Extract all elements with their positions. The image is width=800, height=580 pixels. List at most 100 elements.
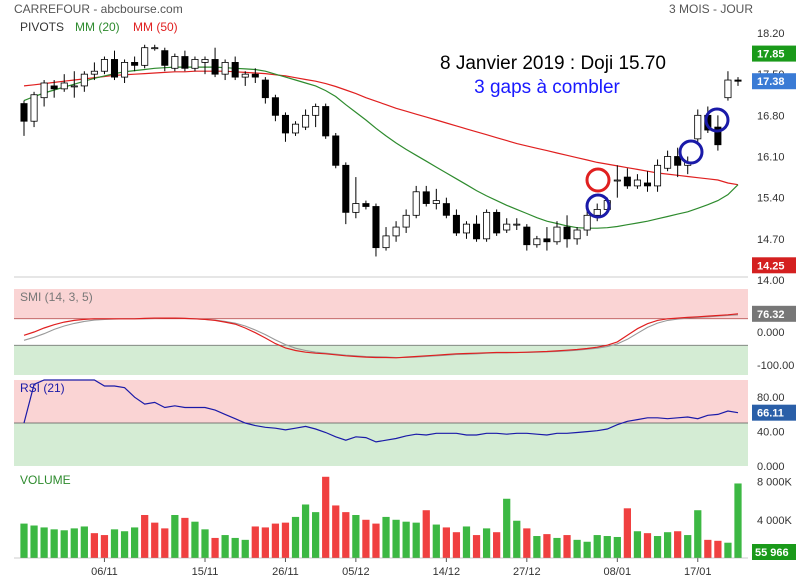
price-panel: 18.2017.5016.8016.1015.4014.7014.0017.85… <box>14 28 796 287</box>
candle-body <box>161 50 169 66</box>
candle-body <box>513 223 521 226</box>
volume-bar <box>503 498 511 558</box>
date-label: 14/12 <box>433 566 461 578</box>
last-price-badge-bg <box>752 73 796 90</box>
rsi-line <box>23 379 739 443</box>
candle-body <box>151 47 159 50</box>
volume-bar <box>553 537 561 558</box>
volume-value-badge: 55 966 <box>755 547 789 559</box>
volume-bar <box>130 527 139 558</box>
volume-bar <box>261 527 269 558</box>
candle-body <box>563 226 571 240</box>
candle-body <box>483 211 491 240</box>
date-label: 27/12 <box>513 566 541 578</box>
candle-body <box>322 106 330 137</box>
high-price-badge-bg <box>752 45 796 62</box>
rsi-title: RSI (21) <box>20 381 65 395</box>
smi-value-badge: 76.32 <box>757 309 785 321</box>
volume-bar <box>80 526 88 558</box>
candle-body <box>121 62 129 78</box>
candle-body <box>533 238 541 246</box>
volume-bar <box>633 531 642 558</box>
price-tick-label: 15.40 <box>757 193 785 205</box>
candle-body <box>191 59 199 69</box>
date-label: 06/11 <box>91 566 118 578</box>
candle-body <box>543 238 551 243</box>
volume-bar <box>191 521 199 558</box>
candle-body <box>503 223 511 231</box>
symbol-title: CARREFOUR - abcbourse.com <box>14 2 183 16</box>
volume-bar <box>151 522 159 558</box>
ma50-line <box>23 70 739 186</box>
candle-body <box>271 97 279 116</box>
volume-bar <box>653 536 662 558</box>
candle-body <box>312 106 320 116</box>
volume-bar <box>241 539 249 558</box>
candle-body <box>30 94 38 122</box>
candle-body <box>20 103 28 122</box>
volume-bar <box>442 527 450 558</box>
candle-body <box>694 114 702 140</box>
candle-body <box>623 176 631 187</box>
volume-bar <box>171 515 179 558</box>
volume-tick-label: 8 000K <box>757 477 793 489</box>
volume-bar <box>563 535 571 558</box>
candle-body <box>342 164 350 213</box>
candle-body <box>40 82 48 99</box>
candle-body <box>553 226 561 243</box>
volume-bar <box>251 526 259 558</box>
volume-bar <box>674 531 682 558</box>
ma50-legend: MM (50) <box>133 20 178 34</box>
candle-body <box>473 223 481 240</box>
volume-bar <box>392 519 400 558</box>
volume-tick-label: 4 000K <box>757 515 793 527</box>
candle-body <box>664 156 672 169</box>
volume-bar <box>583 541 591 558</box>
pivots-legend: PIVOTS <box>20 20 65 34</box>
candle-body <box>352 203 360 213</box>
price-tick-label: 14.70 <box>757 234 785 246</box>
candle-body <box>462 223 470 234</box>
volume-bar <box>684 535 692 558</box>
candle-body <box>332 135 340 166</box>
rsi-value-badge-bg <box>752 404 796 421</box>
date-label: 08/01 <box>604 566 632 578</box>
price-tick-label: 18.20 <box>757 28 785 40</box>
volume-title: VOLUME <box>20 473 71 487</box>
volume-bar <box>472 535 481 558</box>
candle-body <box>362 203 370 207</box>
candle-body <box>593 209 601 216</box>
volume-bar <box>734 483 742 558</box>
candle-body <box>221 62 229 75</box>
low-price-badge: 14.25 <box>757 260 785 272</box>
rsi-oversold-zone <box>14 423 748 466</box>
volume-bar <box>643 533 652 558</box>
volume-bar <box>40 527 48 558</box>
volume-bar <box>593 535 601 558</box>
smi-main-line <box>23 313 739 359</box>
volume-bar <box>271 523 280 558</box>
candle-body <box>392 226 400 237</box>
candle-body <box>452 214 460 234</box>
candle-body <box>80 73 88 87</box>
volume-bar <box>603 536 611 558</box>
candle-body <box>493 211 501 234</box>
doji-annotation: 8 Janvier 2019 : Doji 15.70 <box>440 53 666 74</box>
candle-body <box>211 59 219 75</box>
candle-body <box>171 56 179 69</box>
volume-bar <box>724 542 732 558</box>
gaps-annotation: 3 gaps à combler <box>474 77 620 98</box>
volume-bar <box>623 508 632 558</box>
candle-body <box>412 191 420 216</box>
volume-bar <box>482 528 491 558</box>
volume-bar <box>452 532 461 558</box>
date-label: 26/11 <box>272 566 299 578</box>
rsi-tick-label: 80.00 <box>757 392 785 404</box>
candle-body <box>583 214 591 231</box>
volume-bar <box>704 539 712 558</box>
volume-bar <box>352 515 360 558</box>
candle-body <box>442 203 450 216</box>
rsi-panel: 80.00 40.00 0.000 RSI (21) 66.11 <box>14 379 796 473</box>
volume-bar <box>281 522 290 558</box>
